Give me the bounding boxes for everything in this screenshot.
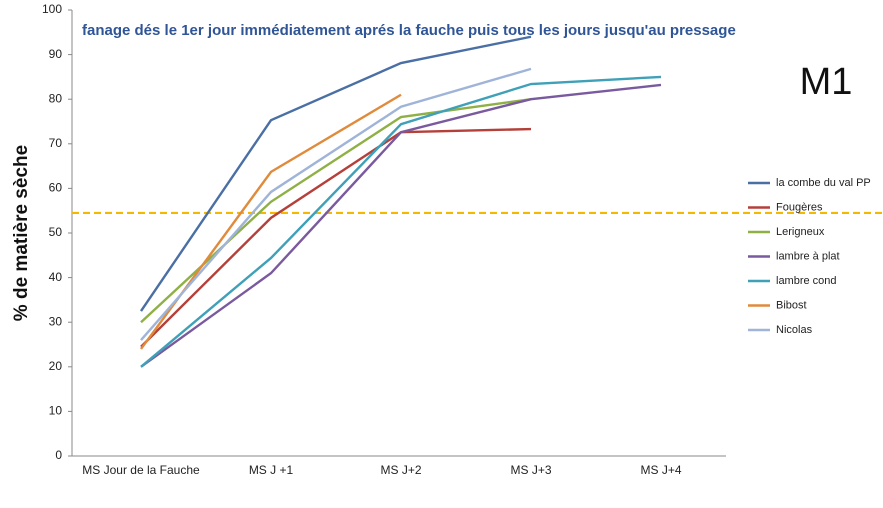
x-tick-label: MS Jour de la Fauche	[82, 463, 200, 477]
y-tick-label: 70	[49, 136, 63, 150]
y-tick-label: 50	[49, 225, 63, 239]
x-tick-label-box: MS J+4	[640, 463, 682, 477]
y-axis-label: % de matière sèche	[11, 145, 32, 321]
x-tick-label-box: MS J+3	[510, 463, 552, 477]
legend-label: lambre cond	[776, 275, 837, 287]
x-tick-label-box: MS Jour de la Fauche	[82, 463, 200, 477]
y-tick-label: 40	[49, 270, 63, 284]
x-tick-label: MS J +1	[248, 463, 294, 477]
y-tick-label: 10	[49, 404, 63, 418]
x-tick-label: MS J+4	[640, 463, 682, 477]
legend-label: la combe du val PP	[776, 177, 871, 189]
x-tick-label: MS J+2	[380, 463, 422, 477]
series-line	[140, 35, 532, 312]
y-tick-label: 90	[49, 47, 63, 61]
legend-label: lambre à plat	[776, 250, 840, 262]
chart-title: fanage dés le 1er jour immédiatement apr…	[82, 22, 736, 39]
y-tick-label: 100	[42, 2, 62, 16]
legend-label: Fougères	[776, 201, 823, 213]
y-tick-label: 60	[49, 181, 63, 195]
x-tick-label-box: MS J +1	[248, 463, 294, 477]
series-line	[140, 127, 532, 348]
annotation: M1	[800, 61, 853, 103]
x-tick-label-box: MS J+2	[380, 463, 422, 477]
series-line	[140, 67, 532, 341]
y-tick-label: 30	[49, 314, 63, 328]
legend-label: Nicolas	[776, 324, 813, 336]
y-tick-label: 20	[49, 359, 63, 373]
legend-label: Bibost	[776, 299, 807, 311]
legend-label: Lerigneux	[776, 226, 825, 238]
x-tick-label: MS J+3	[510, 463, 552, 477]
y-tick-label: 80	[49, 91, 63, 105]
series-line	[140, 75, 662, 368]
y-tick-label: 0	[55, 448, 62, 462]
series-line	[140, 83, 662, 368]
